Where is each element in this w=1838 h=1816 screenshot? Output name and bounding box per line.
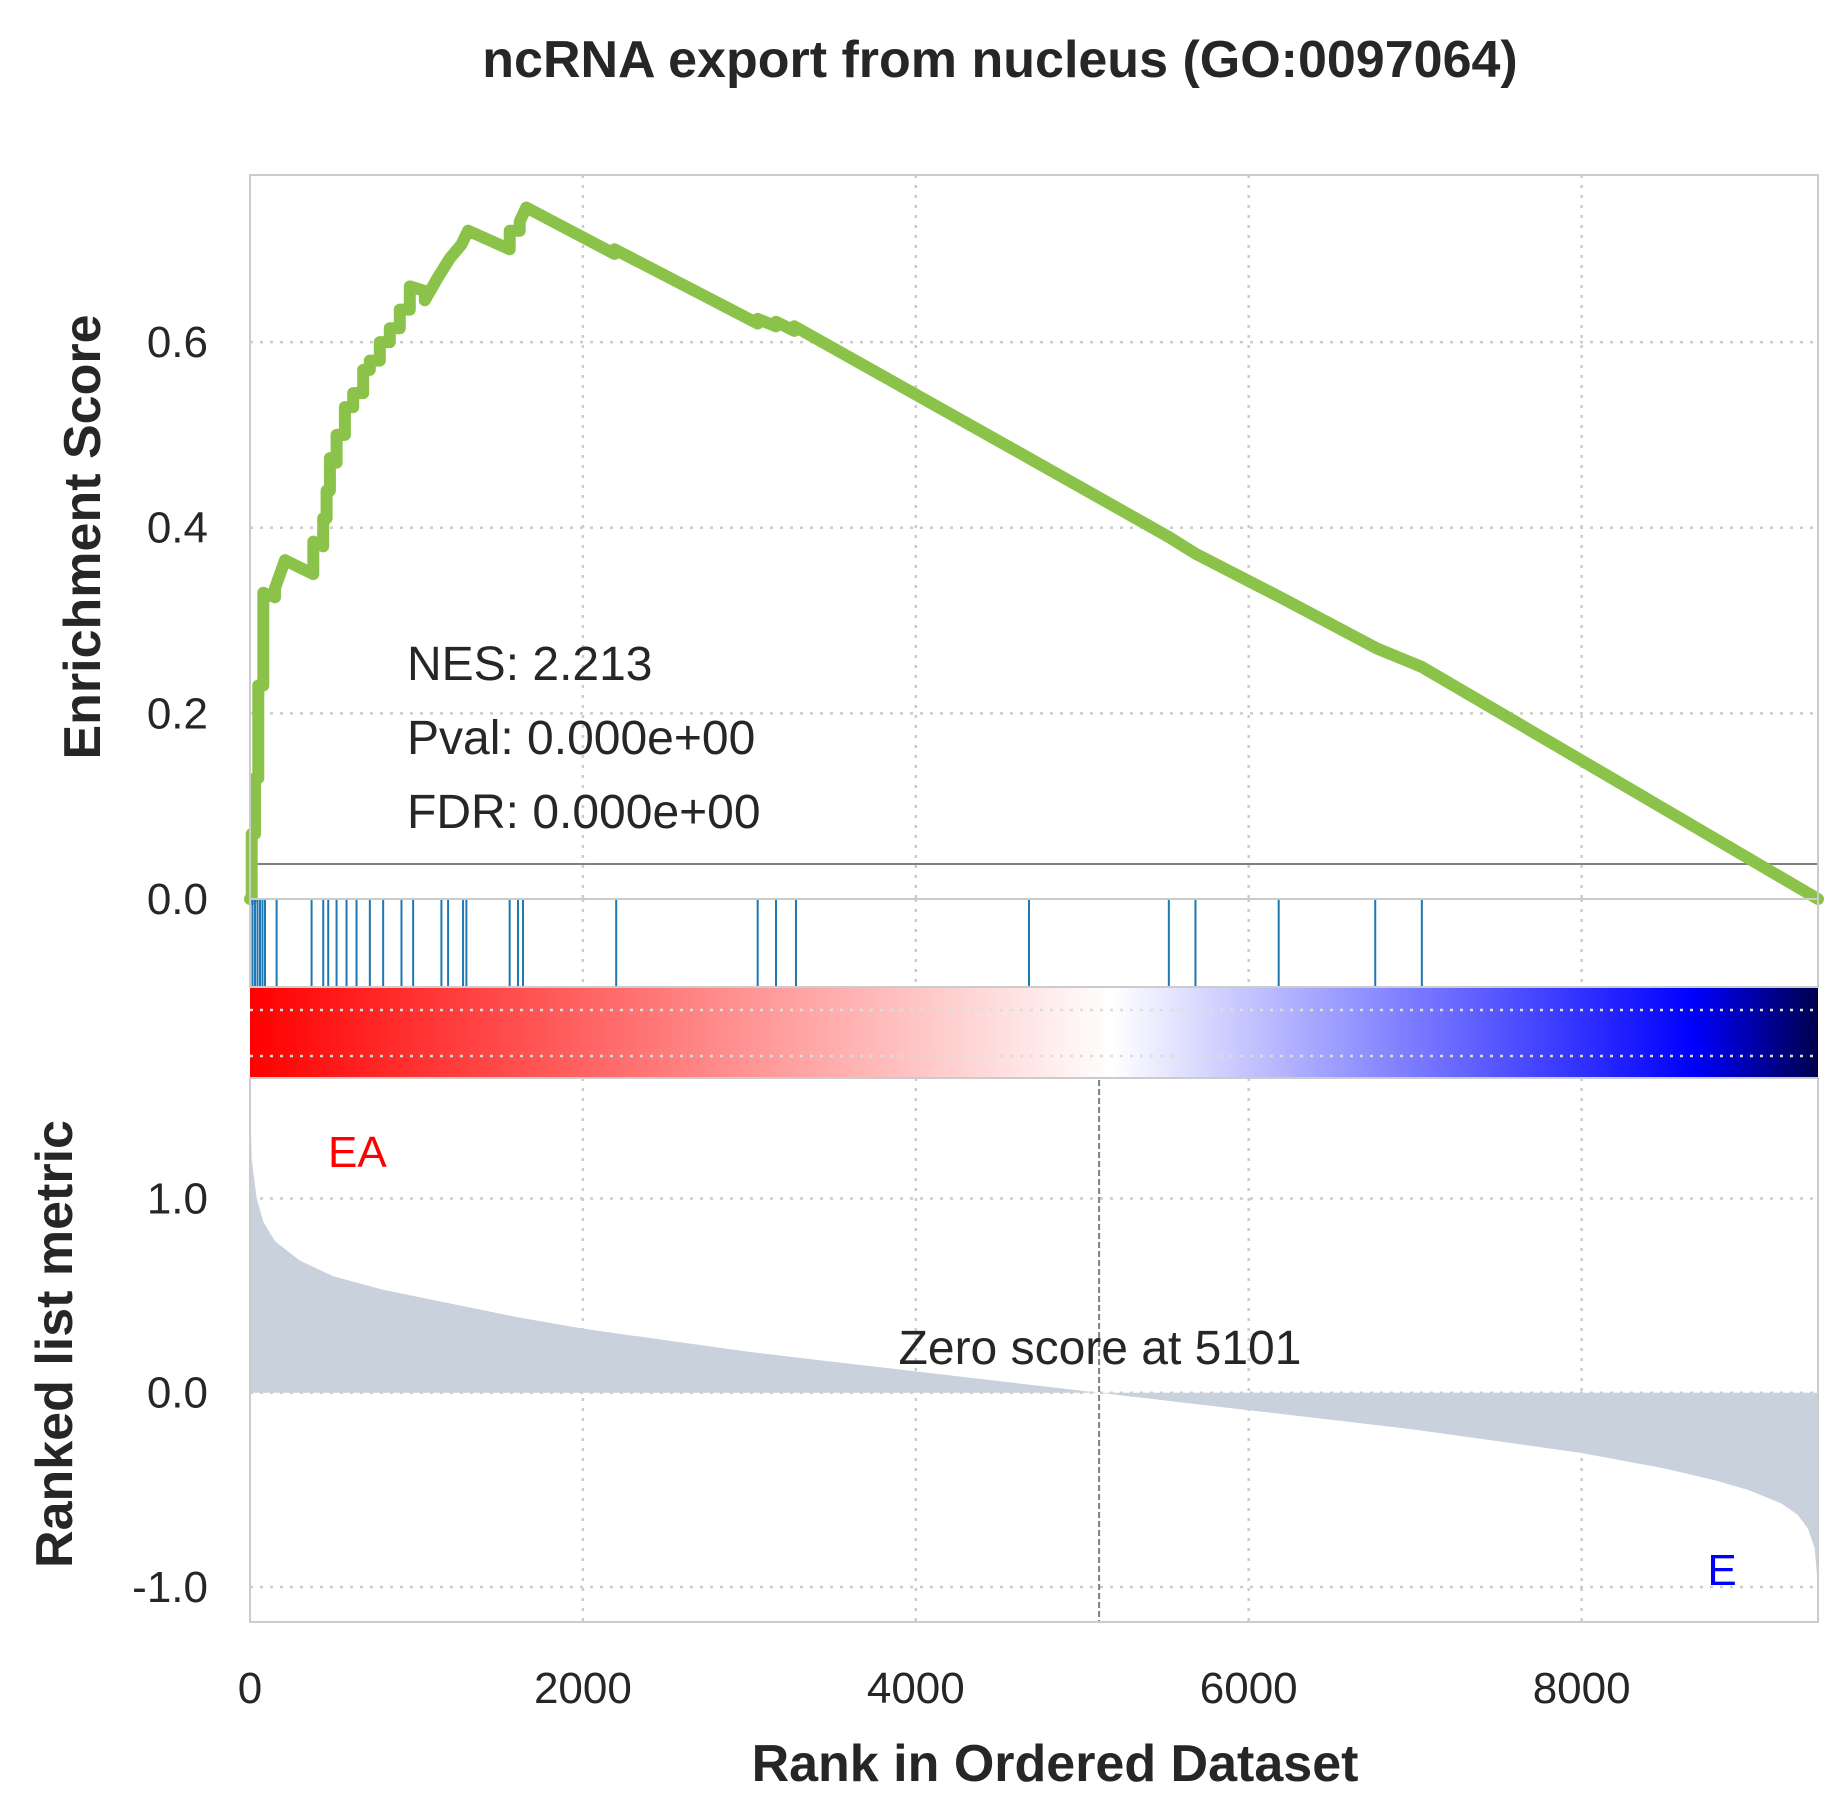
rm-y-tick-label: 1.0	[147, 1174, 208, 1223]
rank-colorbar	[250, 988, 1818, 1078]
x-axis-label: Rank in Ordered Dataset	[752, 1735, 1359, 1793]
pval-annotation: Pval: 0.000e+00	[407, 712, 755, 765]
chart-title: ncRNA export from nucleus (GO:0097064)	[482, 31, 1517, 89]
rm-frame	[249, 1077, 1819, 1623]
es-y-tick-label: 0.4	[147, 504, 208, 553]
enrichment-score-line	[244, 201, 1824, 905]
x-tick-label: 2000	[534, 1664, 632, 1713]
rm-y-tick-label: 0.0	[147, 1369, 208, 1418]
positive-phenotype-label: EA	[328, 1128, 387, 1177]
rm-y-axis-label: Ranked list metric	[26, 1120, 84, 1568]
x-tick-label: 0	[238, 1664, 262, 1713]
rm-y-tick-label: -1.0	[132, 1563, 208, 1612]
hits-grid	[581, 899, 1583, 987]
ranked-metric-area	[250, 1091, 1818, 1587]
rm-y-ticks: 1.0 0.0 -1.0	[132, 1174, 208, 1612]
x-tick-label: 4000	[867, 1664, 965, 1713]
nes-annotation: NES: 2.213	[407, 638, 652, 691]
ranked-metric-panel: 1.0 0.0 -1.0 Zero score at 5101 EA E Ranke…	[26, 1077, 1819, 1623]
gene-hits-panel	[249, 898, 1819, 988]
hits-frame	[249, 898, 1819, 988]
fdr-annotation: FDR: 0.000e+00	[407, 786, 761, 839]
es-y-tick-label: 0.6	[147, 318, 208, 367]
es-y-axis-label: Enrichment Score	[54, 314, 112, 759]
x-ticks: 0 2000 4000 6000 8000	[238, 1664, 1631, 1713]
es-grid	[250, 175, 1818, 899]
x-tick-label: 6000	[1200, 1664, 1298, 1713]
es-y-tick-label: 0.0	[147, 875, 208, 924]
rank-colorbar-panel	[250, 988, 1818, 1078]
negative-phenotype-label: E	[1707, 1546, 1736, 1595]
es-y-ticks: 0.0 0.2 0.4 0.6	[147, 318, 208, 924]
x-tick-label: 8000	[1533, 1664, 1631, 1713]
gene-hit-marks	[251, 899, 1423, 987]
enrichment-score-panel: 0.00.20.40.6 NES: 2.213 Pval: 0.000e+00 …	[54, 174, 1824, 924]
es-y-tick-label: 0.2	[147, 689, 208, 738]
zero-score-label: Zero score at 5101	[899, 1322, 1302, 1375]
